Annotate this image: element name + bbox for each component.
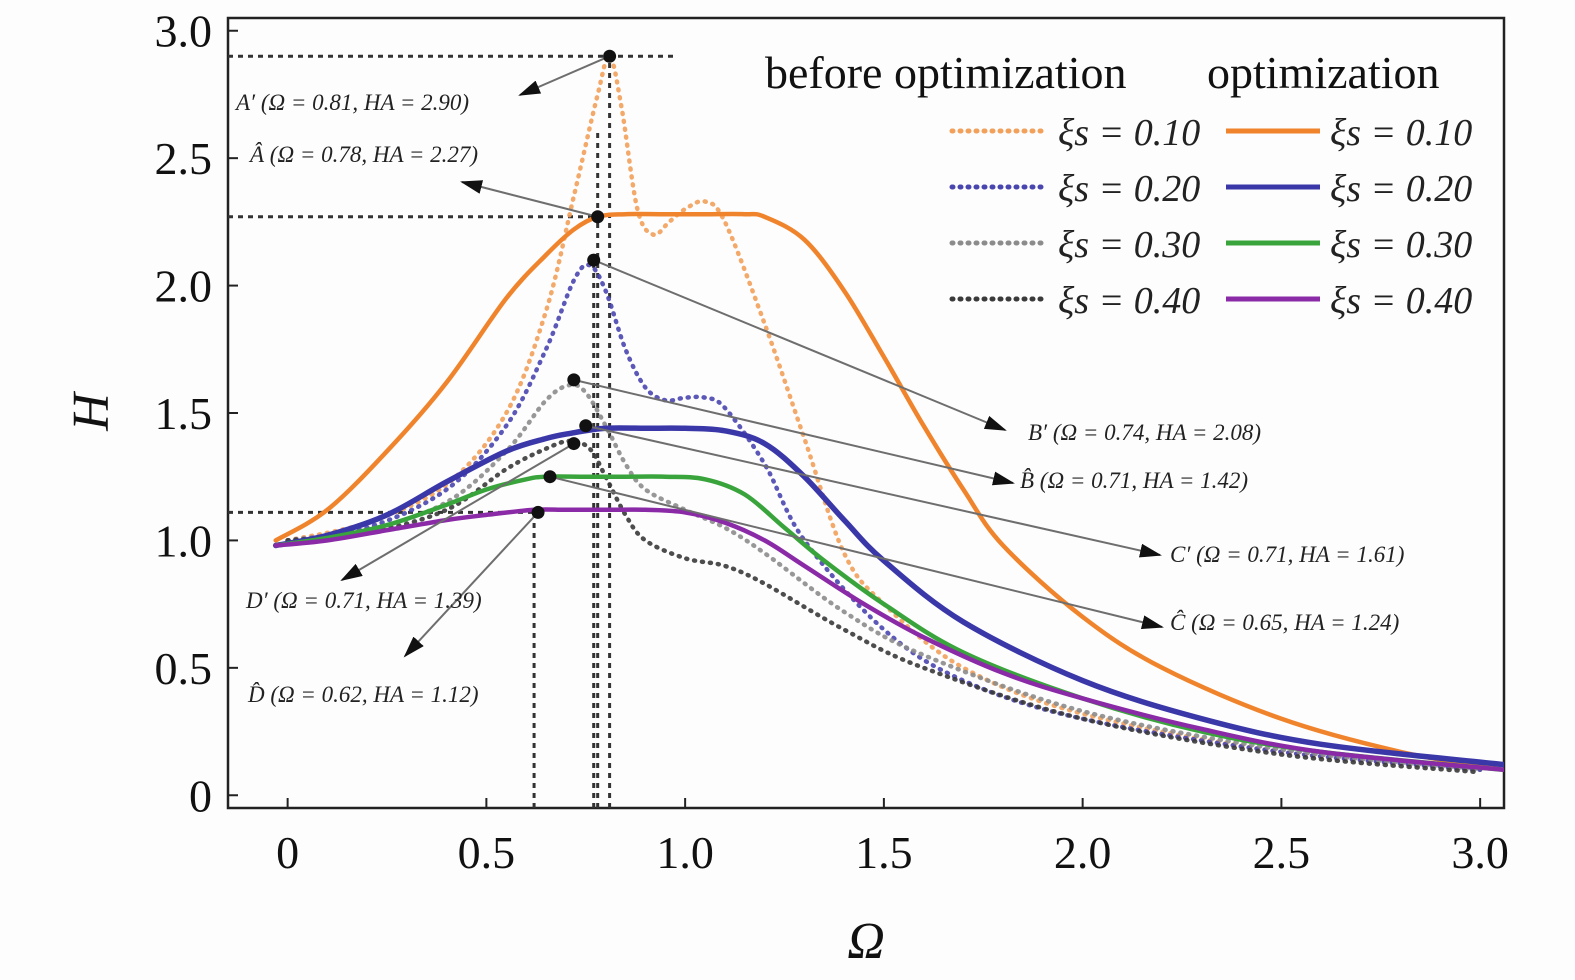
annotation-label: B′ (Ω = 0.74, HA = 2.08) [1028, 420, 1261, 445]
legend-label-before: ξs = 0.10 [1058, 112, 1200, 154]
legend-header-after: optimization [1207, 47, 1440, 98]
peak-marker [591, 210, 605, 224]
y-axis-ticks: 0 0.5 1.0 1.5 2.0 2.5 3.0 [155, 6, 238, 821]
peak-marker [579, 419, 593, 433]
y-tick-label: 1.5 [155, 388, 213, 439]
y-tick-label: 1.0 [155, 515, 213, 566]
annotation-arrow [460, 180, 598, 218]
peak-marker [567, 373, 581, 387]
y-tick-label: 2.0 [155, 261, 213, 312]
x-tick-label: 2.0 [1054, 827, 1112, 878]
peak-marker [531, 505, 545, 519]
legend: before optimization optimization ξs = 0.… [765, 47, 1472, 322]
legend-label-before: ξs = 0.30 [1058, 224, 1200, 266]
legend-label-before: ξs = 0.40 [1058, 280, 1200, 322]
annotation-label: Â (Ω = 0.78, HA = 2.27) [248, 142, 478, 167]
peak-marker [587, 253, 601, 267]
annotation-label: C′ (Ω = 0.71, HA = 1.61) [1170, 542, 1404, 567]
x-axis-ticks: 0 0.5 1.0 1.5 2.0 2.5 3.0 [276, 798, 1509, 878]
annotation-arrow [549, 475, 1164, 630]
x-tick-label: 0.5 [458, 827, 516, 878]
legend-label-before: ξs = 0.20 [1058, 168, 1200, 210]
series-optimized-xi-020 [272, 425, 1504, 768]
y-tick-label: 3.0 [155, 6, 213, 57]
peak-marker [543, 470, 557, 484]
y-axis-title: H [63, 391, 120, 432]
x-axis-title: Ω [847, 913, 885, 970]
annotation-label: D′ (Ω = 0.71, HA = 1.39) [245, 588, 482, 613]
legend-header-before: before optimization [765, 47, 1127, 98]
annotation-arrow [573, 378, 1015, 486]
peak-marker [567, 437, 581, 451]
annotation-label: D̂ (Ω = 0.62, HA = 1.12) [247, 681, 479, 707]
annotation-arrow [403, 511, 539, 658]
x-tick-label: 1.5 [855, 827, 913, 878]
series-before-xi-030 [285, 382, 1483, 773]
annotation-arrow [585, 424, 1162, 558]
peak-markers [531, 49, 617, 519]
y-tick-label: 0 [189, 770, 212, 821]
x-tick-label: 2.5 [1253, 827, 1311, 878]
annotation-arrows [340, 55, 1164, 658]
annotation-arrow [340, 442, 575, 582]
x-tick-label: 0 [276, 827, 299, 878]
series-before-xi-040 [285, 438, 1483, 775]
series-layer [272, 53, 1504, 775]
x-tick-label: 1.0 [656, 827, 714, 878]
annotation-arrow [593, 259, 1007, 431]
annotation-label: A′ (Ω = 0.81, HA = 2.90) [234, 90, 469, 115]
legend-label-optimized: ξs = 0.10 [1330, 112, 1472, 154]
y-tick-label: 0.5 [155, 643, 213, 694]
legend-label-optimized: ξs = 0.20 [1330, 168, 1472, 210]
legend-label-optimized: ξs = 0.40 [1330, 280, 1472, 322]
series-optimized-xi-010 [273, 211, 1504, 773]
guide-lines [228, 54, 678, 808]
series-before-xi-010 [285, 53, 1483, 773]
annotation-label: Ĉ (Ω = 0.65, HA = 1.24) [1170, 609, 1399, 635]
legend-label-optimized: ξs = 0.30 [1330, 224, 1472, 266]
x-tick-label: 3.0 [1451, 827, 1509, 878]
annotation-label: B̂ (Ω = 0.71, HA = 1.42) [1020, 467, 1248, 493]
series-optimized-xi-040 [273, 507, 1504, 773]
y-tick-label: 2.5 [155, 133, 213, 184]
annotation-arrow [518, 55, 611, 96]
peak-marker [603, 49, 617, 63]
annotations: A′ (Ω = 0.81, HA = 2.90) Â (Ω = 0.78, HA … [234, 90, 1404, 707]
